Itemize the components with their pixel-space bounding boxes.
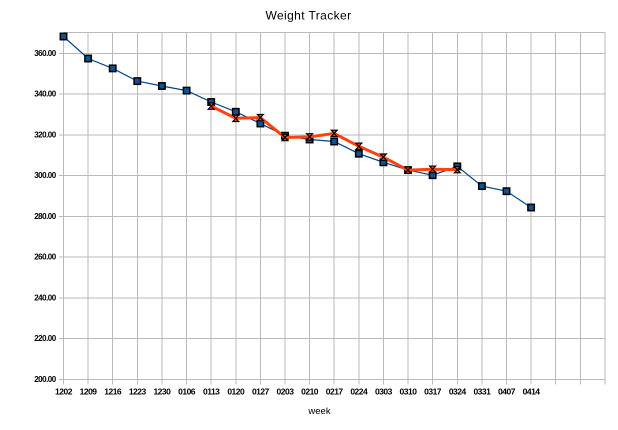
svg-text:0310: 0310 — [400, 387, 418, 397]
svg-text:200.00: 200.00 — [34, 375, 57, 384]
svg-text:1202: 1202 — [55, 387, 73, 397]
svg-text:Weight Tracker: Weight Tracker — [265, 9, 351, 23]
svg-text:0217: 0217 — [326, 387, 344, 397]
svg-text:0414: 0414 — [523, 387, 541, 397]
svg-text:360.00: 360.00 — [34, 49, 57, 58]
svg-text:0317: 0317 — [424, 387, 442, 397]
svg-text:220.00: 220.00 — [34, 334, 57, 343]
svg-text:0210: 0210 — [301, 387, 319, 397]
svg-text:0127: 0127 — [252, 387, 270, 397]
svg-text:0224: 0224 — [350, 387, 368, 397]
svg-text:week: week — [307, 406, 330, 417]
svg-text:1230: 1230 — [153, 387, 171, 397]
svg-text:0331: 0331 — [473, 387, 491, 397]
svg-text:0113: 0113 — [203, 387, 220, 397]
svg-text:1209: 1209 — [80, 387, 98, 397]
svg-text:280.00: 280.00 — [34, 212, 57, 221]
svg-text:0303: 0303 — [375, 387, 393, 397]
svg-text:300.00: 300.00 — [34, 171, 57, 180]
svg-text:1223: 1223 — [129, 387, 147, 397]
svg-text:0120: 0120 — [227, 387, 245, 397]
svg-text:240.00: 240.00 — [34, 294, 57, 303]
svg-text:0407: 0407 — [498, 387, 516, 397]
svg-text:0106: 0106 — [178, 387, 196, 397]
svg-text:340.00: 340.00 — [34, 90, 57, 99]
svg-text:1216: 1216 — [104, 387, 122, 397]
svg-text:0324: 0324 — [449, 387, 467, 397]
svg-text:260.00: 260.00 — [34, 253, 57, 262]
svg-text:0203: 0203 — [277, 387, 295, 397]
svg-text:320.00: 320.00 — [34, 130, 57, 139]
